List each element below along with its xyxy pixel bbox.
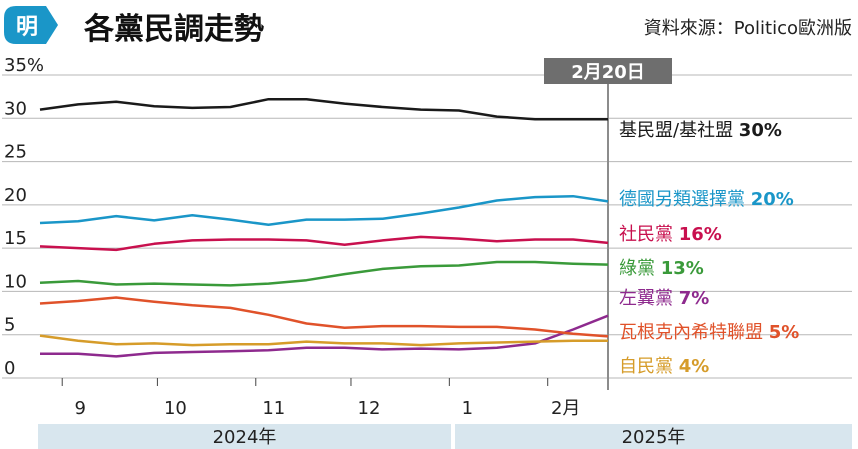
- logo-badge: [4, 6, 58, 44]
- series-name: 瓦根克內希特聯盟: [619, 322, 769, 343]
- page-title: 各黨民調走勢: [83, 12, 264, 47]
- y-tick-label: 30: [4, 98, 27, 119]
- year-label: 2024年: [213, 427, 277, 448]
- series-label: 瓦根克內希特聯盟 5%: [619, 322, 799, 343]
- series-labels: 基民盟/基社盟 30% 德國另類選擇黨 20% 社民黨 16% 綠黨 13% 左翼黨 7…: [619, 120, 799, 377]
- marker-label-bg: [544, 58, 672, 84]
- y-tick-label: 15: [4, 228, 27, 249]
- y-tick-label: 0: [4, 358, 15, 379]
- series-label: 基民盟/基社盟 30%: [619, 120, 782, 141]
- series-final-value: 13%: [661, 258, 704, 279]
- date-marker: 2月20日: [544, 58, 672, 390]
- y-tick-label: 20: [4, 185, 27, 206]
- series-line: [39, 334, 608, 347]
- y-axis-labels: 0 5 10 15 20 25 30 35%: [4, 55, 44, 379]
- series-line: [39, 260, 609, 287]
- series-label: 自民黨 4%: [619, 356, 709, 377]
- series-final-value: 16%: [679, 224, 722, 245]
- y-tick-label: 25: [4, 142, 27, 163]
- series-label: 左翼黨 7%: [619, 288, 709, 309]
- x-tick-label: 2月: [551, 398, 580, 419]
- series-name: 綠黨: [619, 258, 661, 279]
- year-band-segment: [455, 424, 852, 449]
- series-name: 左翼黨: [619, 288, 679, 309]
- header: 明 各黨民調走勢 資料來源：Politico歐洲版: [4, 6, 852, 47]
- x-axis: 9 10 11 12 1 2月: [61, 378, 580, 419]
- y-tick-label: 35%: [4, 55, 44, 76]
- x-tick-label: 11: [262, 398, 285, 419]
- marker-label: 2月20日: [571, 62, 645, 83]
- series-label: 綠黨 13%: [619, 258, 704, 279]
- series-line: [39, 235, 609, 252]
- x-tick-label: 1: [462, 398, 473, 419]
- series-name: 德國另類選擇黨: [619, 189, 751, 210]
- series-final-value: 20%: [751, 189, 794, 210]
- series-line: [39, 296, 609, 338]
- series-line: [39, 97, 608, 121]
- series-final-value: 4%: [679, 356, 710, 377]
- year-band-segment: [38, 424, 451, 449]
- series-lines: [39, 97, 609, 358]
- series-name: 自民黨: [619, 356, 679, 377]
- series-line: [40, 314, 609, 358]
- series-name: 社民黨: [619, 224, 679, 245]
- series-final-value: 30%: [739, 120, 782, 141]
- x-tick-label: 10: [164, 398, 187, 419]
- series-line: [39, 194, 609, 227]
- series-final-value: 5%: [769, 322, 800, 343]
- series-name: 基民盟/基社盟: [619, 120, 739, 141]
- grid: [2, 74, 852, 379]
- source-note: 資料來源：Politico歐洲版: [644, 18, 852, 39]
- y-tick-label: 10: [4, 271, 27, 292]
- year-band: 2024年 2025年: [38, 424, 852, 449]
- logo-glyph: 明: [16, 15, 38, 40]
- series-label: 德國另類選擇黨 20%: [619, 189, 794, 210]
- series-final-value: 7%: [679, 288, 710, 309]
- y-tick-label: 5: [4, 315, 15, 336]
- x-tick-label: 9: [74, 398, 85, 419]
- series-label: 社民黨 16%: [619, 224, 722, 245]
- year-label: 2025年: [622, 427, 686, 448]
- x-tick-label: 12: [358, 398, 381, 419]
